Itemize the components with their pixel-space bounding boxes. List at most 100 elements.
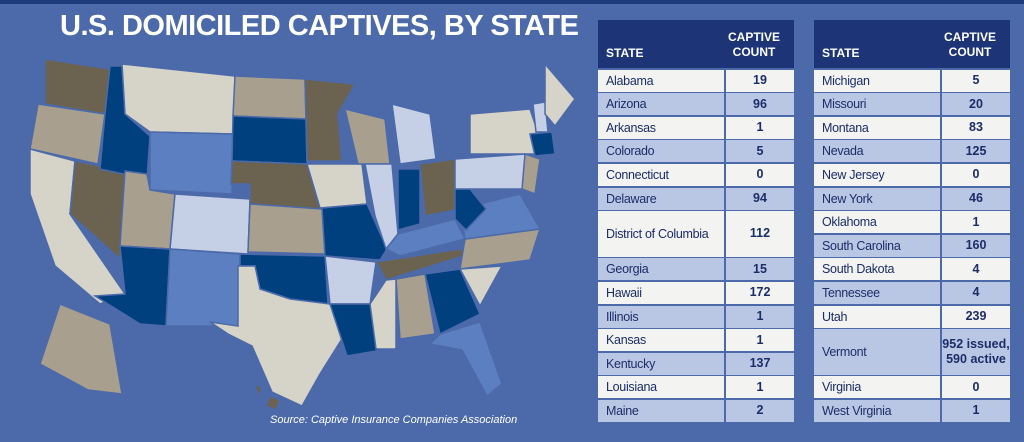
table-row: Oklahoma 1 [814, 211, 1010, 234]
state-name: Virginia [822, 380, 862, 395]
table-row: Maine 2 [598, 399, 794, 422]
captive-count: 952 issued, 590 active [940, 329, 1010, 375]
state [165, 248, 241, 327]
state [395, 273, 436, 340]
state-name: New York [822, 191, 873, 206]
table-row: Alabama 19 [598, 69, 794, 92]
state [544, 61, 576, 128]
table-header: STATE CAPTIVE COUNT [598, 20, 794, 68]
captive-count: 5 [940, 69, 1010, 92]
captive-count: 19 [724, 69, 794, 92]
table-row: Arkansas 1 [598, 116, 794, 139]
state [424, 268, 481, 336]
header-cell: CAPTIVE COUNT [727, 30, 780, 59]
table-row: South Carolina 160 [814, 234, 1010, 257]
table-row: Virginia 0 [814, 376, 1010, 399]
state [391, 102, 437, 165]
state-name: Vermont [822, 344, 867, 359]
table: STATE CAPTIVE COUNT Michigan 5 Missouri 20 Mon… [814, 20, 1010, 422]
state [29, 103, 106, 165]
state-name: District of Columbia [606, 226, 709, 241]
state-name: Tennessee [822, 285, 880, 300]
title: U.S. DOMICILED CAPTIVES, BY STATE [60, 10, 579, 42]
state-name: South Carolina [822, 238, 901, 253]
state-name: Kansas [606, 333, 646, 348]
captive-count: 160 [940, 234, 1010, 257]
table-row: West Virginia 1 [814, 399, 1010, 422]
table-row: Nevada 125 [814, 140, 1010, 163]
state-name: Michigan [822, 73, 870, 88]
table-row: Vermont 952 issued, 590 active [814, 329, 1010, 375]
captive-count: 46 [940, 187, 1010, 210]
table-row: Tennessee 4 [814, 281, 1010, 304]
captive-count: 1 [724, 329, 794, 352]
state-name: Montana [822, 120, 869, 135]
captive-count: 96 [724, 93, 794, 116]
captive-count: 1 [724, 116, 794, 139]
state-name: Utah [822, 309, 848, 324]
captive-count: 15 [724, 258, 794, 281]
state [369, 278, 397, 350]
captive-count: 0 [724, 163, 794, 186]
state [39, 303, 123, 395]
state-name: New Jersey [822, 167, 885, 182]
table-row: New Jersey 0 [814, 163, 1010, 186]
captive-count: 125 [940, 140, 1010, 163]
state-name: Hawaii [606, 285, 642, 300]
state-name: Maine [606, 403, 639, 418]
state-name: Louisiana [606, 380, 657, 395]
captive-count: 0 [940, 163, 1010, 186]
captive-count: 5 [724, 140, 794, 163]
state [231, 115, 308, 165]
table-row: New York 46 [814, 187, 1010, 210]
state-name: Illinois [606, 309, 639, 324]
captive-count: 4 [940, 281, 1010, 304]
state-name: West Virginia [822, 403, 892, 418]
table-row: Colorado 5 [598, 140, 794, 163]
state [428, 321, 503, 398]
table-row: Georgia 15 [598, 258, 794, 281]
state-name: Colorado [606, 144, 655, 159]
state-name: Nevada [822, 144, 864, 159]
state [521, 152, 541, 196]
table-row: Kansas 1 [598, 329, 794, 352]
state-name: Connecticut [606, 167, 669, 182]
state [265, 395, 281, 411]
captive-count: 137 [724, 352, 794, 375]
table-row: Missouri 20 [814, 93, 1010, 116]
state [458, 265, 504, 308]
state [343, 107, 391, 165]
table-row: Montana 83 [814, 116, 1010, 139]
state-name: Missouri [822, 97, 867, 112]
table-row: Utah 239 [814, 305, 1010, 328]
state [324, 255, 377, 305]
captive-count: 1 [724, 305, 794, 328]
state-name: South Dakota [822, 262, 895, 277]
table-row: Kentucky 137 [598, 352, 794, 375]
state-name: Delaware [606, 191, 657, 206]
table-row: Delaware 94 [598, 187, 794, 210]
header-cell: CAPTIVE COUNT [943, 30, 996, 59]
table-header: STATE CAPTIVE COUNT [814, 20, 1010, 68]
table-row: Louisiana 1 [598, 376, 794, 399]
table-row: Hawaii 172 [598, 281, 794, 304]
state [384, 218, 467, 257]
table-row: Michigan 5 [814, 69, 1010, 92]
captive-count: 1 [940, 211, 1010, 234]
captive-count: 2 [724, 399, 794, 422]
captive-count: 20 [940, 93, 1010, 116]
captive-count: 0 [940, 376, 1010, 399]
state [149, 131, 234, 195]
table-row: Connecticut 0 [598, 163, 794, 186]
state-name: Georgia [606, 262, 649, 277]
captive-count: 172 [724, 281, 794, 304]
state [321, 203, 388, 261]
captive-count: 239 [940, 305, 1010, 328]
table: STATE CAPTIVE COUNT Alabama 19 Arizona 96 Arka… [598, 20, 794, 422]
us-map [29, 58, 576, 411]
captive-count: 83 [940, 116, 1010, 139]
state [232, 75, 307, 120]
state-name: Kentucky [606, 356, 656, 371]
state [247, 203, 326, 255]
